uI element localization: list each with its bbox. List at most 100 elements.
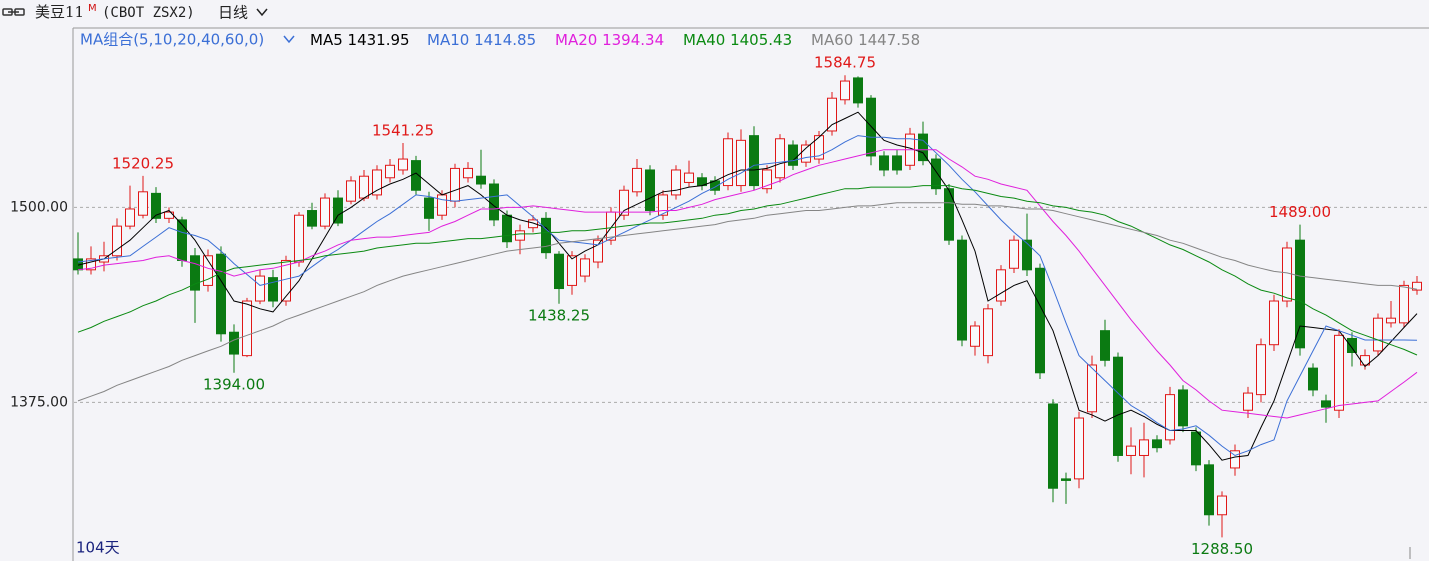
ma-line <box>77 149 1418 419</box>
link-icon <box>2 8 25 16</box>
candle-body <box>138 191 148 216</box>
candle-body <box>1178 389 1188 427</box>
candle-body <box>970 325 980 347</box>
candle-body <box>1100 330 1110 361</box>
candle-body <box>346 180 356 202</box>
candle-body <box>1373 317 1383 352</box>
candle-body <box>424 197 434 219</box>
candle-body <box>1087 364 1097 413</box>
candles <box>73 75 1422 538</box>
candle-body <box>827 97 837 132</box>
legend-value: 1447.58 <box>858 31 920 49</box>
period-selector[interactable]: 日线 <box>218 4 248 22</box>
candle-body <box>645 169 655 212</box>
candle-body <box>723 138 733 187</box>
ma-line <box>77 185 1418 356</box>
ma-group-selector[interactable]: MA组合(5,10,20,40,60,0) <box>80 31 264 49</box>
candle-body <box>307 210 317 227</box>
candle-body <box>489 183 499 221</box>
candle-body <box>619 189 629 216</box>
high-label: 1541.25 <box>372 122 434 140</box>
candle-body <box>814 135 824 160</box>
candle-body <box>931 158 941 190</box>
ma-chevron[interactable] <box>283 35 295 44</box>
candle-body <box>385 164 395 179</box>
candle-body <box>294 214 304 263</box>
candle-body <box>671 169 681 196</box>
candle-body <box>736 139 746 187</box>
candle-body <box>1295 239 1305 349</box>
legend-entry: MA40 1405.43 <box>683 31 792 49</box>
candle-body <box>866 97 876 157</box>
candle-body <box>918 133 928 162</box>
candle-body <box>86 258 96 271</box>
ma-line <box>77 135 1418 457</box>
candle-body <box>281 259 291 302</box>
candle-body <box>229 331 239 355</box>
candle-body <box>606 211 616 241</box>
candle-body <box>996 269 1006 302</box>
candle-body <box>554 253 564 290</box>
candle-body <box>1204 464 1214 516</box>
candle-body <box>1282 247 1292 302</box>
candle-body <box>749 135 759 187</box>
candle-body <box>1074 417 1084 480</box>
legend-value: 1431.95 <box>348 31 410 49</box>
candle-body <box>359 175 369 199</box>
candle-body <box>528 219 538 229</box>
candle-body <box>1217 495 1227 516</box>
high-label: 1520.25 <box>112 154 174 172</box>
candle-body <box>463 167 473 179</box>
instrument-title: 美豆11 <box>35 3 84 21</box>
candle-body <box>567 255 577 286</box>
low-label: 1288.50 <box>1191 540 1253 558</box>
low-label: 1438.25 <box>528 306 590 324</box>
candle-body <box>957 239 967 341</box>
candle-body <box>1152 439 1162 449</box>
candle-body <box>1139 439 1149 456</box>
candle-body <box>333 197 343 224</box>
candle-body <box>177 219 187 261</box>
candle-body <box>801 144 811 163</box>
candle-body <box>684 172 694 183</box>
candle-body <box>840 80 850 101</box>
candle-body <box>242 300 252 357</box>
candle-body <box>1347 337 1357 354</box>
candle-body <box>320 197 330 227</box>
candle-body <box>658 194 668 216</box>
candle-body <box>1191 431 1201 466</box>
candle-body <box>515 230 525 241</box>
candle-body <box>125 208 135 227</box>
candle-body <box>1399 284 1409 324</box>
legend-value: 1405.43 <box>730 31 792 49</box>
candle-body <box>1022 239 1032 271</box>
candle-body <box>1035 267 1045 374</box>
candle-body <box>476 175 486 185</box>
instrument-code: (CBOT ZSX2) <box>102 5 195 21</box>
candle-body <box>268 277 278 302</box>
legend-name: MA5 <box>310 31 343 49</box>
candle-body <box>1048 403 1058 489</box>
low-label: 1394.00 <box>203 375 265 393</box>
candle-body <box>1243 392 1253 411</box>
candle-body <box>1412 281 1422 291</box>
legend-entry: MA20 1394.34 <box>555 31 664 49</box>
candle-body <box>1386 317 1396 324</box>
candle-body <box>762 169 772 190</box>
day-count: 104天 <box>76 539 120 557</box>
candle-body <box>1269 300 1279 346</box>
candle-body <box>1126 445 1136 456</box>
legend-name: MA10 <box>427 31 469 49</box>
candle-body <box>164 211 174 219</box>
candle-body <box>580 258 590 277</box>
candle-body <box>255 275 265 302</box>
candle-body <box>398 158 408 171</box>
title-superscript: M <box>88 3 97 14</box>
candle-body <box>216 253 226 335</box>
candle-body <box>151 192 161 219</box>
legend-name: MA60 <box>811 31 853 49</box>
period-chevron[interactable] <box>256 8 268 17</box>
